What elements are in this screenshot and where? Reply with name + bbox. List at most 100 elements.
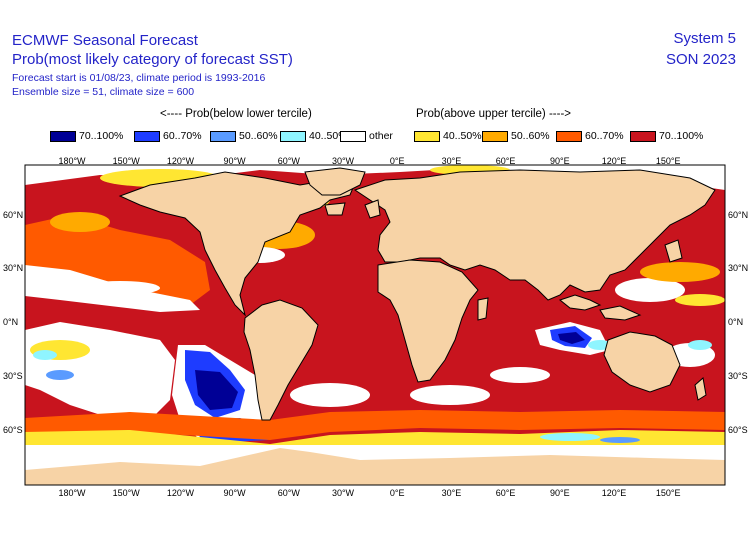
map-title: ECMWF Seasonal Forecast bbox=[12, 32, 198, 49]
legend-item: 40..50% bbox=[280, 128, 348, 144]
right-lat-label: 0°N bbox=[728, 317, 744, 327]
top-lon-label: 150°W bbox=[112, 156, 140, 166]
legend-item: 70..100% bbox=[50, 128, 123, 144]
legend-item: other bbox=[340, 128, 393, 144]
bottom-lon-label: 90°E bbox=[549, 488, 570, 498]
west-pacific-amber bbox=[640, 262, 720, 282]
north-pacific-white-patch bbox=[80, 281, 160, 295]
top-lon-label: 90°E bbox=[549, 156, 570, 166]
legend-label: 60..70% bbox=[585, 130, 624, 142]
right-lat-label: 60°S bbox=[728, 425, 748, 435]
bottom-lon-label: 180°W bbox=[58, 488, 86, 498]
legend-swatch bbox=[210, 130, 236, 142]
south-indian-white bbox=[410, 385, 490, 405]
southern-ocean-medium-blue bbox=[600, 437, 640, 443]
bottom-lon-label: 0°E bbox=[389, 488, 405, 498]
bottom-lon-label: 60°E bbox=[495, 488, 516, 498]
west-pacific-white-patch bbox=[615, 278, 685, 302]
south-indian-white bbox=[490, 367, 550, 383]
map-layers bbox=[25, 165, 725, 485]
left-lat-label: 30°N bbox=[3, 263, 24, 273]
bottom-lon-label: 30°E bbox=[441, 488, 462, 498]
legend-label: 70..100% bbox=[659, 130, 704, 142]
forecast-start-info: Forecast start is 01/08/23, climate peri… bbox=[12, 72, 266, 84]
legend-label: 40..50% bbox=[309, 130, 348, 142]
legend-swatch bbox=[280, 130, 306, 142]
map-frame bbox=[24, 164, 726, 486]
legend-item: 70..100% bbox=[630, 128, 703, 144]
above-tercile-label: Prob(above upper tercile) ----> bbox=[416, 108, 571, 120]
south-pacific-light-blue bbox=[33, 350, 57, 360]
bottom-lon-label: 90°W bbox=[223, 488, 246, 498]
top-lon-label: 30°W bbox=[331, 156, 355, 166]
legend-item: 60..70% bbox=[134, 128, 202, 144]
legend-label: 60..70% bbox=[163, 130, 202, 142]
west-pacific-yellow bbox=[675, 294, 725, 306]
legend-label: 50..60% bbox=[511, 130, 550, 142]
legend-swatch bbox=[414, 130, 440, 142]
right-lat-label: 60°N bbox=[728, 210, 749, 220]
season-label: SON 2023 bbox=[665, 51, 736, 68]
system-label: System 5 bbox=[673, 30, 736, 47]
new-zealand-land bbox=[694, 377, 707, 401]
legend-label: 50..60% bbox=[239, 130, 278, 142]
japan-land bbox=[664, 239, 683, 263]
legend-swatch bbox=[482, 130, 508, 142]
legend-label: other bbox=[369, 130, 393, 142]
south-america-land bbox=[243, 299, 319, 421]
legend-item: 60..70% bbox=[556, 128, 624, 144]
top-lon-label: 180°W bbox=[58, 156, 86, 166]
top-lon-label: 120°W bbox=[166, 156, 194, 166]
ensemble-size-info: Ensemble size = 51, climate size = 600 bbox=[12, 86, 195, 98]
maritime-continent-land bbox=[558, 294, 602, 311]
left-lat-label: 60°N bbox=[3, 210, 24, 220]
africa-land bbox=[377, 259, 479, 383]
bottom-lon-label: 120°W bbox=[166, 488, 194, 498]
top-lon-label: 60°E bbox=[495, 156, 516, 166]
east-indian-navy bbox=[558, 332, 585, 344]
legend-item: 50..60% bbox=[482, 128, 550, 144]
legend-item: 40..50% bbox=[414, 128, 482, 144]
british-isles-land bbox=[364, 199, 381, 219]
southern-ocean-light-blue bbox=[540, 433, 600, 441]
bottom-lon-label: 60°W bbox=[277, 488, 300, 498]
legend-label: 40..50% bbox=[443, 130, 482, 142]
eurasia-land bbox=[353, 169, 716, 301]
bottom-lon-label: 150°W bbox=[112, 488, 140, 498]
legend-swatch bbox=[134, 130, 160, 142]
legend-swatch bbox=[630, 130, 656, 142]
bottom-lon-label: 30°W bbox=[331, 488, 355, 498]
bottom-lon-label: 150°E bbox=[655, 488, 681, 498]
top-lon-label: 120°E bbox=[601, 156, 627, 166]
north-pacific-orange bbox=[25, 215, 210, 305]
probability-legend: 70..100% 60..70% 50..60% 40..50% other 40..50… bbox=[50, 128, 710, 144]
legend-item: 50..60% bbox=[210, 128, 278, 144]
top-lon-label: 90°W bbox=[223, 156, 246, 166]
top-lon-label: 30°E bbox=[441, 156, 462, 166]
left-lat-label: 0°N bbox=[3, 317, 19, 327]
bottom-lon-label: 120°E bbox=[601, 488, 627, 498]
se-pacific-navy bbox=[195, 370, 238, 410]
legend-swatch bbox=[340, 130, 366, 142]
madagascar-land bbox=[477, 297, 489, 321]
antarctica-land bbox=[25, 448, 725, 485]
australia-land bbox=[603, 331, 681, 393]
right-lat-label: 30°S bbox=[728, 371, 748, 381]
greenland-land bbox=[304, 167, 366, 196]
tasman-light-blue bbox=[688, 340, 712, 350]
map-subtitle: Prob(most likely category of forecast SS… bbox=[12, 51, 293, 68]
new-guinea-land bbox=[599, 305, 642, 321]
top-lon-label: 60°W bbox=[277, 156, 300, 166]
top-lon-label: 0°E bbox=[389, 156, 405, 166]
legend-label: 70..100% bbox=[79, 130, 124, 142]
north-pacific-amber bbox=[50, 212, 110, 232]
south-atlantic-white bbox=[290, 383, 370, 407]
left-lat-label: 60°S bbox=[3, 425, 23, 435]
left-lat-label: 30°S bbox=[3, 371, 23, 381]
iceland-land bbox=[324, 202, 346, 216]
southern-ocean-orange bbox=[25, 410, 725, 440]
legend-swatch bbox=[556, 130, 582, 142]
below-tercile-label: <---- Prob(below lower tercile) bbox=[160, 108, 312, 120]
south-pacific-medium-blue bbox=[46, 370, 74, 380]
